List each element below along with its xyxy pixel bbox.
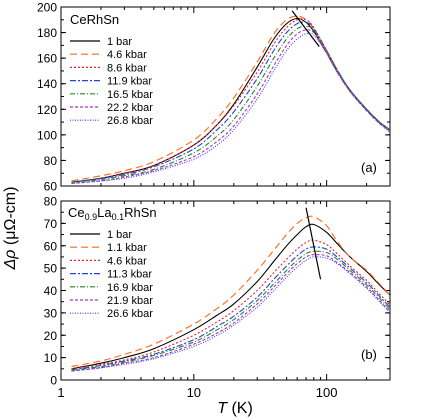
y-tick-label: 160 xyxy=(37,52,57,66)
legend-label: 1 bar xyxy=(107,229,132,241)
legend-label: 4.6 kbar xyxy=(107,255,147,267)
sample-label-b-la: La xyxy=(97,205,112,220)
legend-label: 16.9 kbar xyxy=(107,282,153,294)
series-line-16-9-kbar xyxy=(71,250,390,371)
sample-label-b: Ce0.9La0.1RhSn xyxy=(68,205,157,222)
series-line-26-6-kbar xyxy=(71,256,390,372)
legend-label: 26.6 kbar xyxy=(107,308,153,320)
y-axis-unit: (μΩ-cm) xyxy=(2,187,19,246)
y-tick-label: 140 xyxy=(37,77,57,91)
x-axis-label: T (K) xyxy=(217,400,253,417)
y-tick-label: 80 xyxy=(44,154,58,168)
series-line-4-6-kbar xyxy=(71,239,390,370)
y-axis-label: Δρ (μΩ-cm) xyxy=(2,187,19,271)
sample-label-b-rhsn: RhSn xyxy=(124,205,157,220)
x-tick-label: 10 xyxy=(187,385,201,400)
y-tick-label: 60 xyxy=(44,239,58,253)
series-line-16-5-kbar xyxy=(71,25,390,183)
y-tick-label: 0 xyxy=(50,374,57,388)
y-tick-label: 120 xyxy=(37,103,57,117)
y-tick-label: 200 xyxy=(37,1,57,15)
series-line-11-3-kbar xyxy=(71,246,390,371)
y-tick-label: 30 xyxy=(44,306,58,320)
sample-label-a: CeRhSn xyxy=(70,12,119,27)
series-line-26-8-kbar xyxy=(71,32,390,184)
legend-label: 4.6 kbar xyxy=(107,49,147,61)
peak-guide-line xyxy=(291,10,320,47)
y-axis-symbol: Δρ xyxy=(2,250,19,271)
y-tick-label: 10 xyxy=(44,351,58,365)
x-tick-label: 1 xyxy=(57,385,64,400)
legend-label: 11.3 kbar xyxy=(107,269,152,281)
x-axis-symbol: T xyxy=(217,400,228,417)
sample-label-b-ce: Ce xyxy=(68,205,85,220)
legend-label: 26.8 kbar xyxy=(107,115,153,127)
y-tick-label: 20 xyxy=(44,329,58,343)
sample-label-b-sub2: 0.1 xyxy=(112,212,125,222)
panel-label-b: (b) xyxy=(361,347,377,362)
x-axis-unit: (K) xyxy=(231,400,252,417)
y-tick-label: 80 xyxy=(44,195,58,209)
legend-label: 1 bar xyxy=(107,36,132,48)
series-line-8-6-kbar xyxy=(71,18,390,183)
legend-label: 11.9 kbar xyxy=(107,76,152,88)
legend-label: 16.5 kbar xyxy=(107,89,153,101)
legend-label: 8.6 kbar xyxy=(107,62,147,74)
y-tick-label: 70 xyxy=(44,217,58,231)
y-tick-label: 60 xyxy=(44,180,58,194)
legend-label: 22.2 kbar xyxy=(107,102,153,114)
sample-label-b-sub1: 0.9 xyxy=(85,212,98,222)
peak-guide-line xyxy=(305,207,322,280)
y-tick-label: 40 xyxy=(44,284,58,298)
legend-label: 1.1 kbar xyxy=(107,242,147,254)
series-line-22-2-kbar xyxy=(71,29,390,184)
y-tick-label: 100 xyxy=(37,128,57,142)
y-tick-label: 50 xyxy=(44,262,58,276)
legend-label: 21.9 kbar xyxy=(107,295,153,307)
series-line-11-9-kbar xyxy=(71,21,390,183)
panel-label-a: (a) xyxy=(361,160,377,175)
x-tick-label: 100 xyxy=(316,385,338,400)
series-line-1-bar xyxy=(71,223,390,370)
y-tick-label: 180 xyxy=(37,26,57,40)
